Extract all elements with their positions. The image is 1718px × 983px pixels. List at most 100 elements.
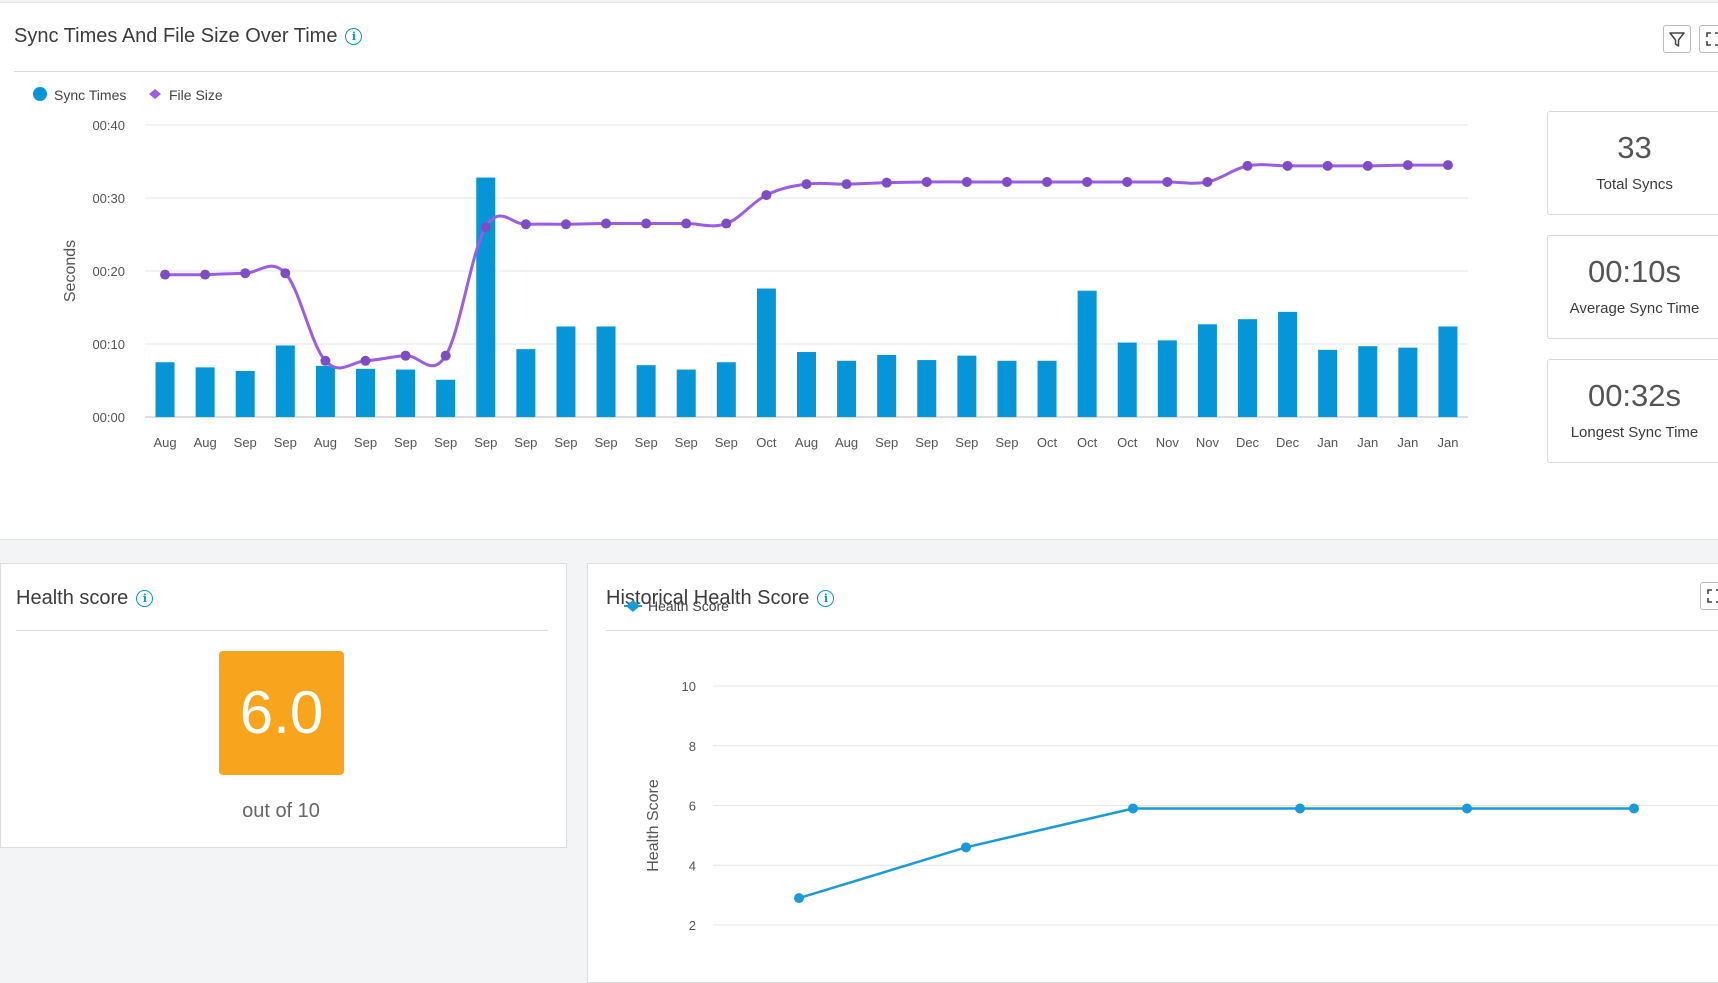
sync-times-panel: Sync Times And File Size Over Time i Syn… bbox=[0, 2, 1718, 540]
file-size-point bbox=[681, 218, 692, 229]
bar-sync-time bbox=[235, 371, 255, 417]
legend-label-sync-times: Sync Times bbox=[54, 87, 126, 103]
file-size-point bbox=[1042, 176, 1053, 187]
sync-panel-title: Sync Times And File Size Over Time i bbox=[14, 25, 363, 48]
bar-sync-time bbox=[1037, 360, 1057, 417]
health-panel-title-text: Health score bbox=[16, 587, 129, 609]
bar-sync-time bbox=[997, 360, 1017, 417]
sync-panel-title-text: Sync Times And File Size Over Time bbox=[14, 25, 338, 47]
x-tick-label: Aug bbox=[194, 435, 217, 450]
bar-sync-time bbox=[1238, 319, 1257, 417]
legend-label-health-score: Health Score bbox=[648, 598, 729, 614]
bar-sync-time bbox=[556, 326, 576, 417]
bar-sync-time bbox=[195, 367, 215, 417]
health-panel-title: Health score i bbox=[16, 587, 154, 610]
file-size-point bbox=[961, 176, 972, 187]
stat-card-longest-sync: 00:32s Longest Sync Time bbox=[1547, 359, 1718, 463]
file-size-point bbox=[400, 350, 411, 361]
bar-sync-time bbox=[636, 365, 656, 417]
bar-sync-time bbox=[877, 354, 897, 417]
x-tick-label: Sep bbox=[514, 435, 537, 450]
historical-health-chart: Health Score 2 4 6 8 10 Health Score bbox=[624, 598, 1718, 933]
bar-sync-time bbox=[516, 349, 536, 417]
sync-times-chart: Sync Times File Size 00:00 00:10 00:20 00:30 0… bbox=[33, 87, 1468, 450]
expand-icon bbox=[1706, 32, 1718, 46]
longest-sync-label: Longest Sync Time bbox=[1570, 424, 1699, 441]
y-tick-label: 00:20 bbox=[92, 264, 125, 279]
x-tick-label: Sep bbox=[875, 435, 898, 450]
longest-sync-value: 00:32s bbox=[1587, 378, 1682, 413]
y-tick-label: 2 bbox=[689, 918, 696, 933]
y-tick-label: 00:10 bbox=[92, 337, 125, 352]
file-size-point bbox=[200, 269, 211, 280]
filter-icon bbox=[1669, 32, 1685, 47]
bar-sync-time bbox=[356, 368, 375, 417]
bar-sync-time bbox=[917, 360, 937, 417]
file-size-point bbox=[841, 179, 852, 190]
x-tick-label: Aug bbox=[795, 435, 818, 450]
x-tick-label: Oct bbox=[1037, 435, 1058, 450]
x-tick-label: Sep bbox=[635, 435, 658, 450]
info-icon[interactable]: i bbox=[817, 590, 835, 607]
filter-button[interactable] bbox=[1663, 25, 1691, 53]
health-score-line bbox=[798, 807, 1634, 900]
bar-sync-time bbox=[716, 362, 736, 417]
x-tick-label: Sep bbox=[354, 435, 377, 450]
bar-sync-time bbox=[1358, 346, 1378, 417]
file-size-point bbox=[921, 176, 932, 187]
hist-panel-divider bbox=[606, 630, 1718, 631]
file-size-point bbox=[280, 268, 291, 279]
info-icon[interactable]: i bbox=[345, 28, 363, 45]
y-tick-label: 10 bbox=[682, 679, 696, 694]
health-score-point bbox=[1462, 803, 1472, 814]
bar-sync-time bbox=[396, 369, 416, 417]
legend-marker-file-size bbox=[149, 89, 161, 99]
x-tick-label: Jan bbox=[1357, 435, 1378, 450]
x-tick-label: Jan bbox=[1397, 435, 1418, 450]
bar-sync-time bbox=[676, 369, 696, 417]
file-size-point bbox=[801, 179, 812, 190]
expand-button[interactable] bbox=[1700, 582, 1718, 610]
health-score-point bbox=[794, 893, 804, 904]
x-tick-label: Sep bbox=[594, 435, 617, 450]
file-size-point bbox=[1402, 160, 1413, 171]
bar-sync-time bbox=[797, 352, 816, 417]
expand-button[interactable] bbox=[1699, 25, 1718, 53]
file-size-line bbox=[165, 163, 1448, 370]
file-size-point bbox=[1001, 176, 1012, 187]
x-tick-label: Aug bbox=[314, 435, 337, 450]
info-icon[interactable]: i bbox=[136, 590, 154, 607]
file-size-point bbox=[761, 190, 772, 201]
x-tick-label: Oct bbox=[756, 435, 777, 450]
x-tick-label: Sep bbox=[955, 435, 978, 450]
file-size-point bbox=[1122, 176, 1133, 187]
x-tick-label: Dec bbox=[1276, 435, 1300, 450]
stat-card-average-sync: 00:10s Average Sync Time bbox=[1547, 235, 1718, 339]
sync-panel-divider bbox=[14, 71, 1718, 72]
historical-health-panel: Historical Health Score i Health Score 2 4… bbox=[587, 563, 1718, 983]
bar-sync-time bbox=[957, 355, 977, 417]
legend-marker-sync-times bbox=[33, 87, 47, 101]
average-sync-value: 00:10s bbox=[1587, 254, 1682, 289]
x-tick-label: Dec bbox=[1236, 435, 1260, 450]
expand-icon bbox=[1707, 589, 1718, 603]
bar-sync-time bbox=[1077, 290, 1097, 417]
bar-sync-time bbox=[837, 360, 857, 417]
bar-sync-time bbox=[1197, 324, 1217, 417]
legend-label-file-size: File Size bbox=[169, 87, 223, 103]
x-tick-label: Oct bbox=[1117, 435, 1138, 450]
file-size-point bbox=[601, 218, 612, 229]
bar-sync-time bbox=[1117, 342, 1137, 417]
file-size-point bbox=[560, 219, 571, 230]
x-tick-label: Sep bbox=[434, 435, 457, 450]
y-tick-label: 6 bbox=[689, 799, 696, 814]
file-size-point bbox=[1282, 160, 1293, 171]
file-size-point bbox=[1362, 160, 1373, 171]
bar-sync-time bbox=[1318, 349, 1338, 417]
file-size-point bbox=[440, 350, 451, 361]
bar-sync-time bbox=[315, 365, 335, 417]
x-tick-label: Jan bbox=[1317, 435, 1338, 450]
x-tick-label: Sep bbox=[474, 435, 497, 450]
bar-sync-time bbox=[1398, 347, 1418, 417]
average-sync-label: Average Sync Time bbox=[1569, 300, 1700, 317]
